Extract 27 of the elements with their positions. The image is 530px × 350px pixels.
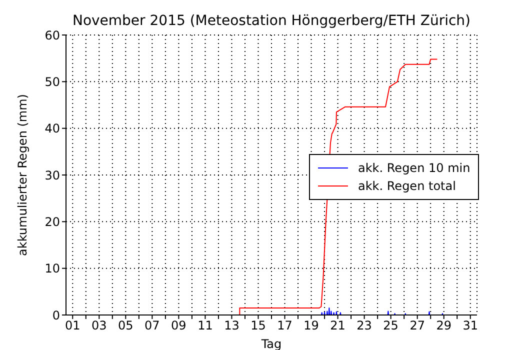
x-tick-label: 07	[144, 318, 160, 333]
y-tick-label: 40	[44, 122, 60, 136]
legend-label: akk. Regen 10 min	[358, 160, 470, 177]
y-tick-label: 20	[44, 214, 60, 229]
x-tick-label: 25	[383, 318, 398, 333]
x-tick-label: 13	[224, 318, 240, 333]
x-tick-label: 23	[356, 318, 372, 333]
x-tick-label: 17	[277, 318, 292, 333]
y-tick-label: 30	[44, 168, 60, 182]
x-tick-label: 05	[118, 318, 134, 333]
x-tick-label: 11	[198, 318, 213, 333]
x-tick-label: 09	[171, 318, 186, 333]
y-axis-title: akkumulierter Regen (mm)	[15, 94, 30, 256]
x-tick-label: 31	[462, 318, 478, 333]
x-tick-label: 15	[250, 318, 266, 333]
x-tick-label: 27	[410, 318, 425, 333]
y-tick-label: 60	[44, 28, 60, 42]
x-tick-label: 03	[92, 318, 107, 333]
x-tick-label: 29	[436, 318, 452, 333]
x-tick-label: 19	[304, 318, 319, 333]
y-tick-label: 50	[44, 74, 60, 89]
y-tick-label: 10	[44, 262, 60, 276]
x-tick-label: 01	[64, 318, 80, 333]
chart-title: November 2015 (Meteostation Hönggerberg/ETH Zürich)	[71, 13, 472, 29]
x-tick-label: 21	[330, 318, 346, 333]
legend-label: akk. Regen total	[358, 178, 456, 195]
y-tick-label: 0	[52, 308, 60, 322]
